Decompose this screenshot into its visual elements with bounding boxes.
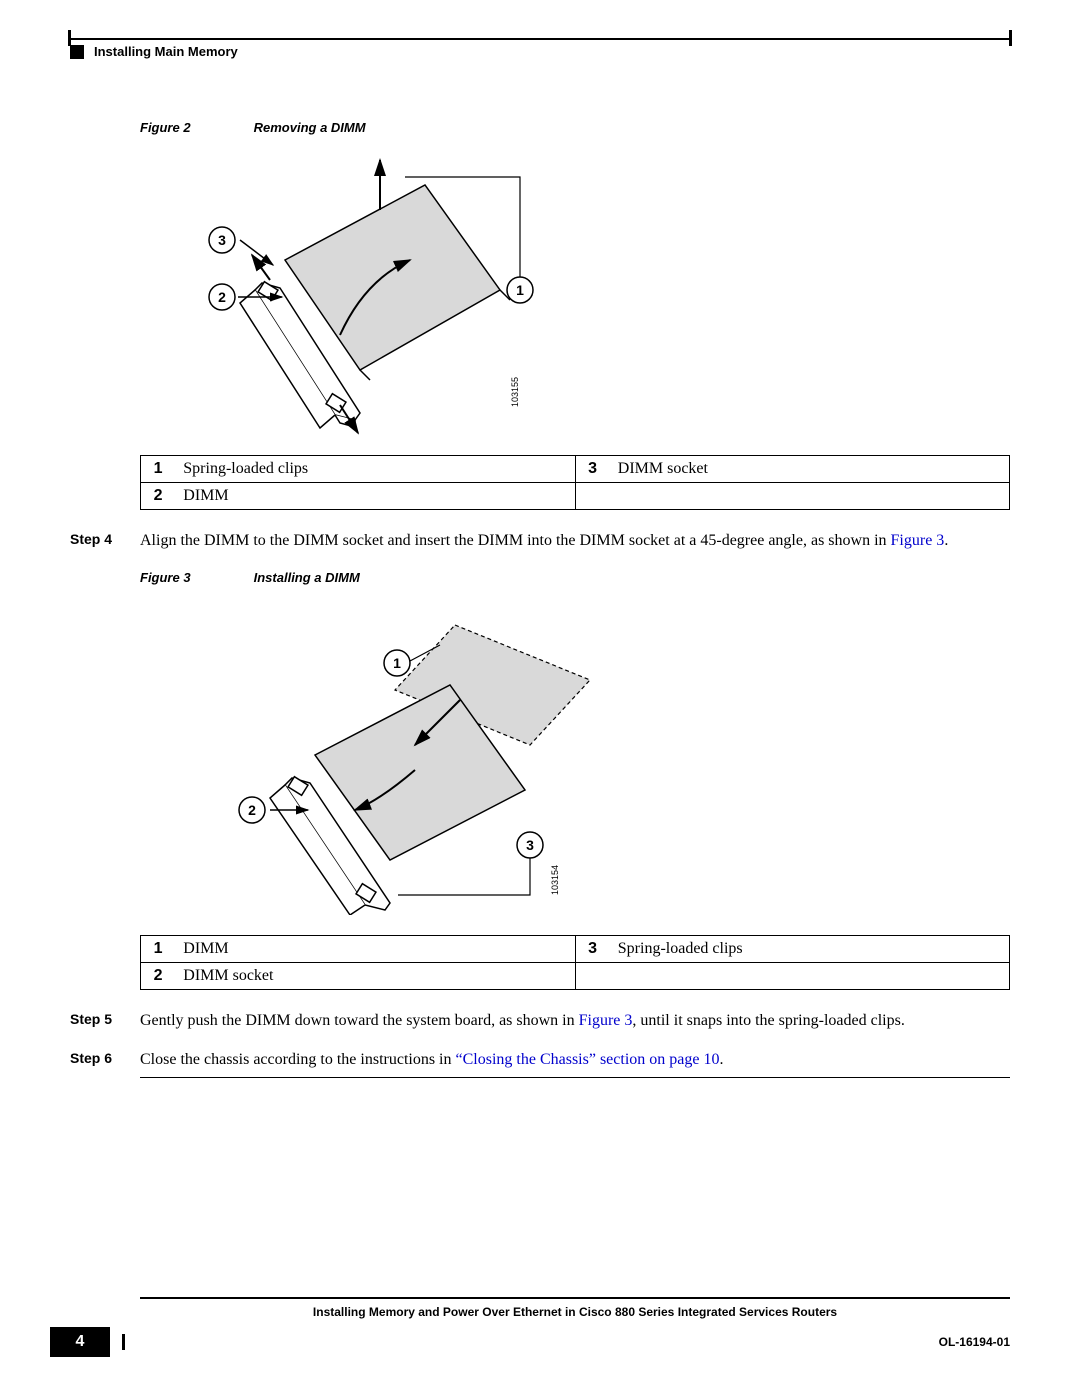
fig2-callout-2: 2	[218, 289, 226, 305]
footer-bottom-row: 4 OL-16194-01	[20, 1327, 1010, 1357]
table-row: 2 DIMM	[141, 483, 1010, 510]
figure-2-legend-table: 1 Spring-loaded clips 3 DIMM socket 2 DI…	[140, 455, 1010, 510]
step-5-link[interactable]: Figure 3	[579, 1012, 633, 1029]
legend-text: Spring-loaded clips	[610, 935, 1010, 962]
legend-num: 2	[141, 483, 176, 510]
step-4-text-a: Align the DIMM to the DIMM socket and in…	[140, 532, 891, 549]
step-6-link[interactable]: “Closing the Chassis” section on page 10	[456, 1051, 720, 1068]
running-header: Installing Main Memory	[70, 44, 1010, 59]
figure-3-diagram: 1 2 3 103154	[230, 595, 590, 920]
fig3-diagram-id: 103154	[550, 865, 560, 895]
header-bullet-icon	[70, 45, 84, 59]
legend-num-empty	[575, 483, 610, 510]
legend-text-empty	[610, 962, 1010, 989]
fig3-callout-1: 1	[393, 655, 401, 671]
page-footer: Installing Memory and Power Over Etherne…	[20, 1297, 1010, 1357]
legend-num: 3	[575, 456, 610, 483]
step-5-text-b: , until it snaps into the spring-loaded …	[632, 1012, 904, 1029]
fig2-callout-1: 1	[516, 282, 524, 298]
figure-3-label: Figure 3	[140, 570, 250, 585]
header-section-title: Installing Main Memory	[94, 44, 238, 59]
figure-2-diagram: 3 2 1 103155	[200, 145, 560, 440]
legend-num: 1	[141, 935, 176, 962]
step-4-link[interactable]: Figure 3	[891, 532, 945, 549]
step-5-label: Step 5	[70, 1010, 140, 1032]
step-6-body: Close the chassis according to the instr…	[140, 1049, 1010, 1071]
fig2-callout-3: 3	[218, 232, 226, 248]
content-area: Figure 2 Removing a DIMM	[140, 120, 1010, 1078]
fig3-callout-3: 3	[526, 837, 534, 853]
header-rule	[70, 38, 1010, 40]
figure-3-caption: Figure 3 Installing a DIMM	[140, 570, 1010, 585]
step-6-text-b: .	[719, 1051, 723, 1068]
table-row: 2 DIMM socket	[141, 962, 1010, 989]
step-6-text-a: Close the chassis according to the instr…	[140, 1051, 456, 1068]
figure-2-title: Removing a DIMM	[254, 120, 366, 135]
page: Installing Main Memory Figure 2 Removing…	[0, 0, 1080, 1397]
footer-doc-id: OL-16194-01	[125, 1335, 1010, 1349]
step-4-label: Step 4	[70, 530, 140, 552]
legend-text-empty	[610, 483, 1010, 510]
legend-text: DIMM	[175, 935, 575, 962]
footer-doc-title: Installing Memory and Power Over Etherne…	[140, 1305, 1010, 1319]
fig2-diagram-id: 103155	[510, 377, 520, 407]
legend-num-empty	[575, 962, 610, 989]
fig3-callout-2: 2	[248, 802, 256, 818]
legend-num: 1	[141, 456, 176, 483]
legend-num: 2	[141, 962, 176, 989]
step-4: Step 4 Align the DIMM to the DIMM socket…	[140, 530, 1010, 552]
legend-text: DIMM socket	[175, 962, 575, 989]
step-4-text-b: .	[944, 532, 948, 549]
step-5: Step 5 Gently push the DIMM down toward …	[140, 1010, 1010, 1032]
figure-2-caption: Figure 2 Removing a DIMM	[140, 120, 1010, 135]
table-row: 1 DIMM 3 Spring-loaded clips	[141, 935, 1010, 962]
step-5-text-a: Gently push the DIMM down toward the sys…	[140, 1012, 579, 1029]
section-end-rule	[140, 1077, 1010, 1078]
legend-num: 3	[575, 935, 610, 962]
figure-3-title: Installing a DIMM	[254, 570, 360, 585]
step-5-body: Gently push the DIMM down toward the sys…	[140, 1010, 1010, 1032]
step-6: Step 6 Close the chassis according to th…	[140, 1049, 1010, 1071]
legend-text: Spring-loaded clips	[175, 456, 575, 483]
page-number: 4	[50, 1327, 110, 1357]
figure-2-label: Figure 2	[140, 120, 250, 135]
figure-3-legend-table: 1 DIMM 3 Spring-loaded clips 2 DIMM sock…	[140, 935, 1010, 990]
step-6-label: Step 6	[70, 1049, 140, 1071]
table-row: 1 Spring-loaded clips 3 DIMM socket	[141, 456, 1010, 483]
legend-text: DIMM socket	[610, 456, 1010, 483]
step-4-body: Align the DIMM to the DIMM socket and in…	[140, 530, 1010, 552]
legend-text: DIMM	[175, 483, 575, 510]
footer-rule	[140, 1297, 1010, 1299]
